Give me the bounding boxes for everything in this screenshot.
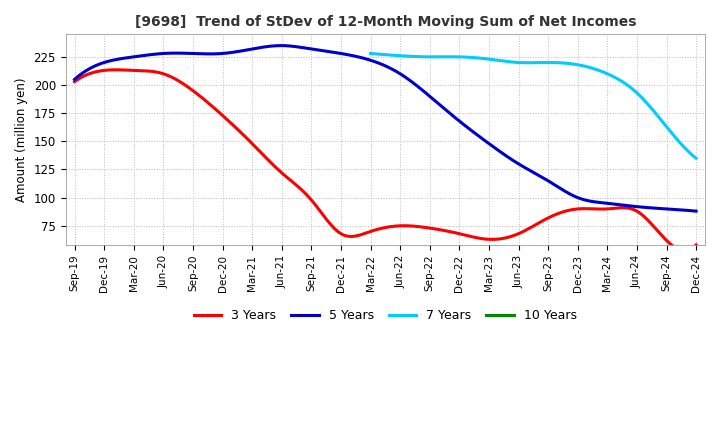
Title: [9698]  Trend of StDev of 12-Month Moving Sum of Net Incomes: [9698] Trend of StDev of 12-Month Moving… [135, 15, 636, 29]
Y-axis label: Amount (million yen): Amount (million yen) [15, 77, 28, 202]
Legend: 3 Years, 5 Years, 7 Years, 10 Years: 3 Years, 5 Years, 7 Years, 10 Years [189, 304, 582, 327]
